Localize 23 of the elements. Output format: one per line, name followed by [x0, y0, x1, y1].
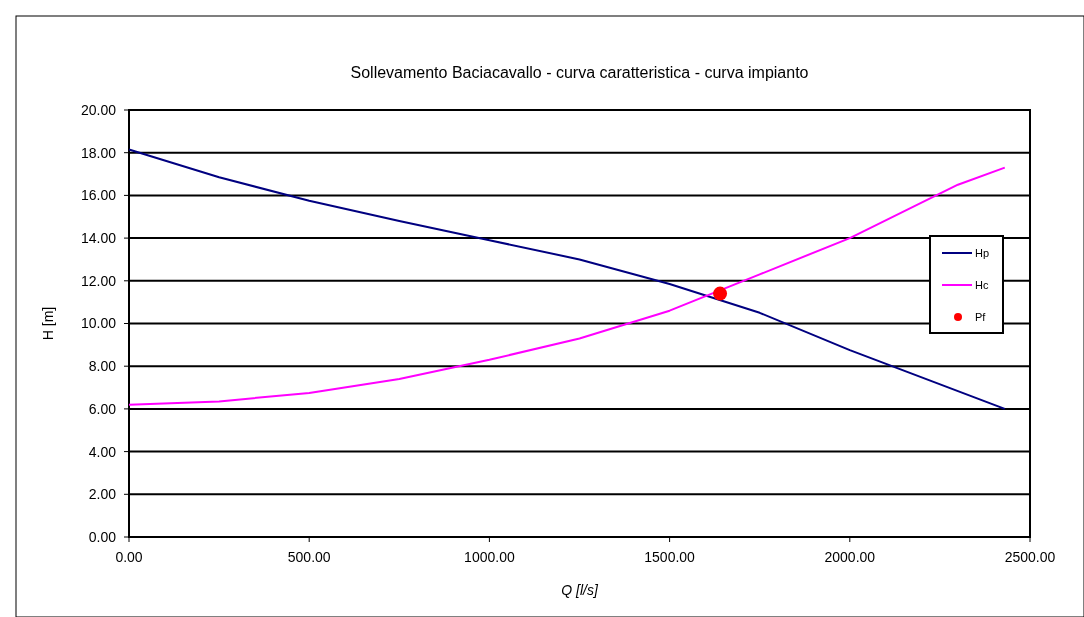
x-tick-label: 0.00: [115, 549, 143, 565]
y-tick-label: 20.00: [80, 101, 117, 118]
legend-label: Pf: [975, 310, 987, 323]
y-tick-label: 14.00: [80, 230, 117, 246]
y-tick-label: 0.00: [88, 528, 117, 545]
y-tick-label: 12.00: [80, 272, 117, 289]
y-tick-label: 18.00: [80, 144, 117, 161]
y-axis-title: H [m]: [40, 306, 56, 341]
y-tick-label: 8.00: [88, 358, 117, 375]
x-tick-label: 500.00: [287, 549, 331, 565]
legend-label: Hp: [975, 246, 990, 259]
y-tick-label: 16.00: [80, 187, 117, 204]
chart-title: Sollevamento Baciacavallo - curva caratteristica - curva impianto: [350, 64, 809, 81]
y-tick-label: 4.00: [88, 443, 117, 460]
y-tick-label: 10.00: [80, 315, 117, 332]
x-axis-title: Q [l/s]: [561, 582, 599, 598]
x-tick-label: 2500.00: [1004, 549, 1056, 565]
x-tick-label: 1500.00: [644, 549, 696, 565]
x-tick-label: 1000.00: [464, 549, 515, 565]
x-tick-label: 2000.00: [824, 549, 876, 565]
y-tick-label: 6.00: [88, 400, 117, 417]
legend-label: Hc: [975, 278, 989, 291]
y-tick-label: 2.00: [88, 486, 117, 503]
